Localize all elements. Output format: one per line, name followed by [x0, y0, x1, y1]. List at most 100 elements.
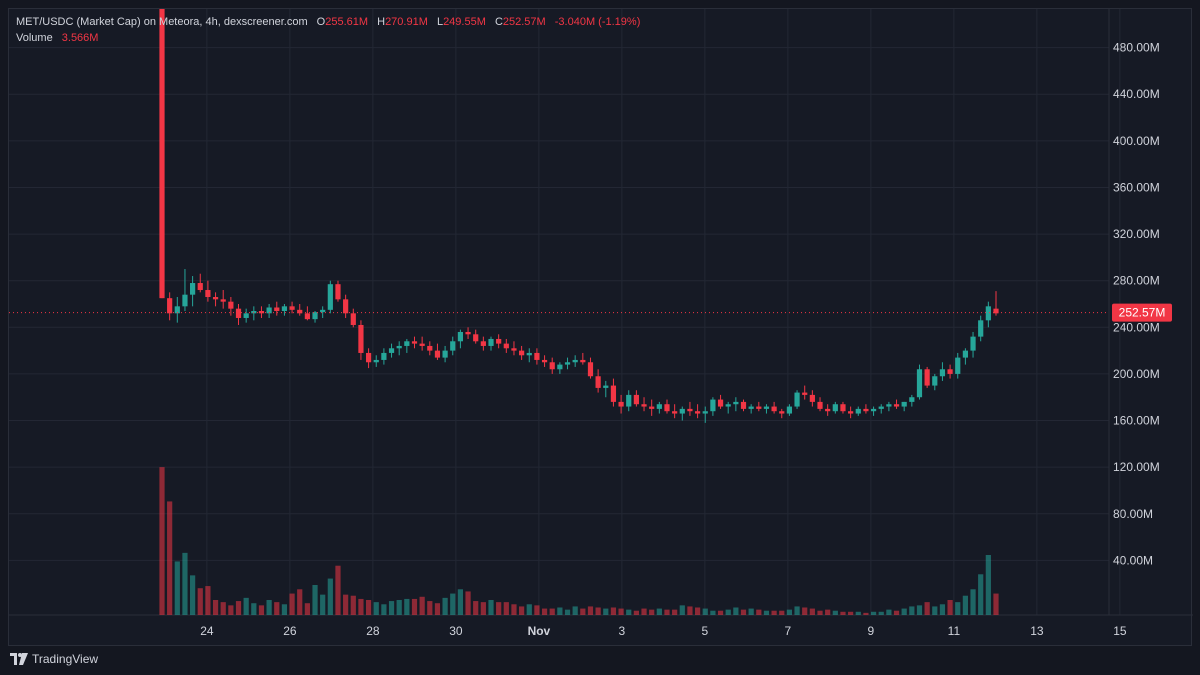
volume-bar: [526, 604, 532, 615]
volume-bar: [848, 611, 854, 615]
price-tick-label: 400.00M: [1113, 134, 1160, 148]
volume-bar: [656, 608, 662, 615]
time-tick-label: 3: [619, 624, 626, 638]
volume-bar: [457, 589, 464, 615]
candle-body: [832, 404, 838, 412]
candle-body: [251, 310, 257, 314]
volume-value: 3.566M: [61, 32, 99, 44]
candle-body: [649, 406, 655, 409]
volume-bar: [978, 574, 984, 615]
volume-bar: [450, 593, 456, 615]
candle-body: [733, 401, 739, 405]
candle-body: [205, 290, 211, 298]
price-tick-label: 280.00M: [1113, 274, 1160, 288]
volume-bar: [794, 606, 800, 615]
last-price-label: 252.57M: [1119, 306, 1166, 320]
volume-bar: [557, 607, 563, 615]
volume-bar: [480, 602, 486, 615]
volume-bar: [633, 610, 639, 615]
candle-body: [404, 341, 410, 346]
candle-body: [434, 350, 441, 358]
candle-body: [626, 394, 632, 407]
price-chart[interactable]: 40.00M 80.00M 120.00M 160.00M 200.00M 240.00M…: [9, 9, 1193, 647]
time-tick-label: 11: [948, 624, 961, 638]
candle-body: [465, 331, 471, 335]
price-tick-label: 480.00M: [1113, 41, 1160, 55]
price-tick-label: 360.00M: [1113, 180, 1160, 194]
candle-body: [235, 308, 242, 318]
candle-body: [763, 406, 770, 409]
candle-body: [159, 9, 165, 299]
candle-body: [710, 399, 716, 412]
candle-body: [947, 369, 953, 374]
tradingview-watermark[interactable]: TradingView: [10, 652, 98, 666]
candle-body: [457, 331, 464, 342]
candle-body: [656, 404, 662, 409]
candle-body: [343, 299, 349, 314]
candle-body: [496, 338, 502, 344]
volume-bar: [549, 608, 555, 615]
candle-body: [174, 306, 180, 314]
volume-bar: [717, 610, 724, 615]
open-label: O: [316, 16, 326, 28]
chart-frame[interactable]: 40.00M 80.00M 120.00M 160.00M 200.00M 240.00M…: [8, 8, 1193, 647]
volume-bar: [159, 467, 165, 615]
close-value: 252.57M: [502, 16, 546, 28]
volume-bar: [901, 608, 907, 615]
volume-bar: [970, 589, 976, 615]
volume-bar: [939, 604, 946, 615]
time-tick-label: 7: [785, 624, 792, 638]
volume-bar: [687, 606, 693, 615]
candle-body: [587, 362, 594, 377]
candle-body: [748, 406, 754, 409]
candle-body: [641, 404, 647, 407]
candle-body: [717, 399, 724, 407]
candle-body: [794, 392, 800, 407]
candle-body: [549, 362, 555, 370]
volume-bar: [679, 605, 685, 615]
candle-body: [916, 369, 923, 398]
volume-bar: [817, 610, 823, 615]
low-value: 249.55M: [443, 16, 486, 28]
volume-bar: [564, 609, 571, 615]
symbol-legend[interactable]: MET/USDC (Market Cap) on Meteora, 4h, de…: [16, 16, 640, 28]
volume-bar: [855, 611, 861, 615]
candle-body: [932, 376, 938, 386]
volume-bar: [190, 575, 196, 615]
volume-bar: [350, 595, 356, 615]
volume-bar: [832, 610, 838, 615]
volume-bar: [228, 605, 234, 615]
volume-bar: [167, 501, 173, 615]
volume-bar: [473, 601, 479, 615]
candle-body: [182, 294, 188, 307]
candle-body: [220, 299, 226, 302]
candle-body: [243, 313, 249, 318]
candle-body: [190, 283, 196, 295]
candle-body: [694, 411, 701, 414]
candle-body: [274, 307, 280, 311]
volume-bar: [320, 594, 326, 615]
volume-bar: [534, 605, 540, 615]
candle-body: [396, 345, 402, 349]
volume-bar: [725, 609, 731, 615]
volume-bar: [404, 598, 410, 615]
volume-bar: [541, 608, 548, 615]
volume-bar: [809, 608, 815, 615]
candle-body: [939, 369, 946, 377]
candle-body: [519, 350, 525, 356]
candle-body: [878, 406, 884, 409]
volume-bar: [618, 608, 624, 615]
volume-legend[interactable]: Volume 3.566M: [16, 32, 98, 44]
candle-body: [802, 392, 808, 395]
candle-body: [450, 341, 456, 351]
price-tick-label: 160.00M: [1113, 414, 1160, 428]
candle-body: [702, 411, 708, 414]
volume-bar: [740, 609, 747, 615]
time-tick-label: 30: [449, 624, 463, 638]
volume-bar: [802, 607, 808, 615]
volume-bar: [870, 611, 877, 615]
volume-bar: [916, 605, 923, 615]
time-tick-label: 5: [702, 624, 709, 638]
volume-bar: [863, 612, 869, 615]
volume-bar: [281, 604, 288, 615]
